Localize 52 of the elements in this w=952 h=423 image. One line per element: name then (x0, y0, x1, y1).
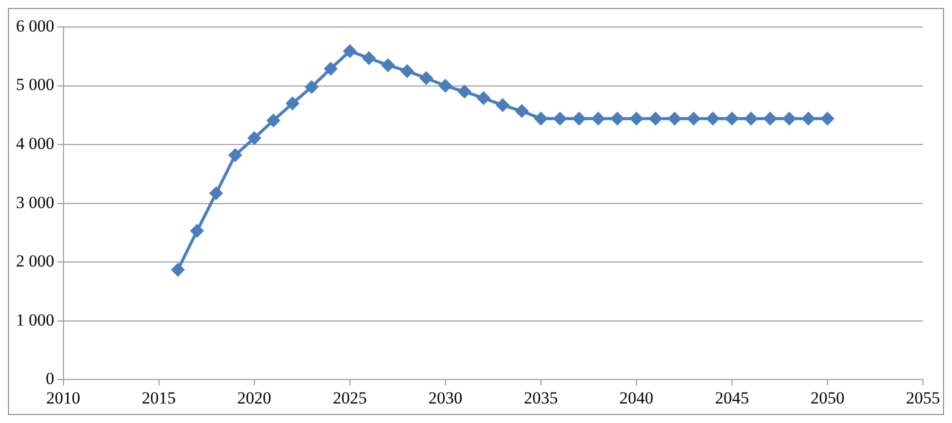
y-tick-label: 3 000 (16, 192, 54, 212)
x-tick-label: 2025 (332, 388, 367, 408)
point (572, 112, 586, 126)
point (534, 112, 548, 126)
x-tick-label: 2035 (524, 388, 558, 408)
point (457, 84, 472, 99)
point (286, 96, 300, 110)
point (247, 131, 262, 146)
point (820, 112, 834, 126)
y-tick-label: 2 000 (16, 252, 54, 271)
y-tick-label: 5 000 (16, 75, 54, 94)
point (266, 113, 280, 128)
point (209, 186, 224, 200)
y-tick-label: 1 000 (16, 310, 54, 330)
x-tick-label: 2015 (142, 388, 176, 408)
point (686, 112, 701, 126)
x-tick-label: 2030 (428, 388, 462, 408)
point (610, 112, 624, 126)
x-tick-label: 2040 (619, 388, 654, 408)
point (304, 80, 319, 94)
x-tick-label: 2055 (906, 388, 940, 408)
point (228, 148, 242, 162)
point (552, 112, 567, 126)
point (381, 58, 396, 72)
point (629, 112, 644, 126)
point (648, 112, 663, 126)
point (724, 112, 739, 126)
point (496, 98, 510, 112)
y-tick-label: 0 (46, 369, 54, 388)
x-tick-label: 2010 (46, 388, 80, 408)
point (801, 112, 816, 126)
point (438, 78, 452, 93)
x-tick-label: 2020 (237, 388, 272, 408)
point (514, 104, 529, 118)
y-tick-label: 4 000 (16, 134, 54, 153)
point (362, 51, 376, 66)
point (706, 112, 720, 126)
point (190, 224, 204, 238)
point (744, 112, 758, 126)
point (668, 112, 682, 126)
point (763, 112, 778, 126)
point (342, 44, 357, 58)
point (400, 64, 414, 78)
x-tick-label: 2050 (810, 388, 844, 408)
y-tick-label: 6 000 (16, 16, 54, 36)
point (324, 62, 338, 76)
point (170, 262, 185, 277)
point (591, 112, 606, 126)
point (782, 112, 796, 126)
x-tick-label: 2045 (714, 388, 749, 408)
point (419, 71, 434, 86)
point (476, 91, 491, 106)
